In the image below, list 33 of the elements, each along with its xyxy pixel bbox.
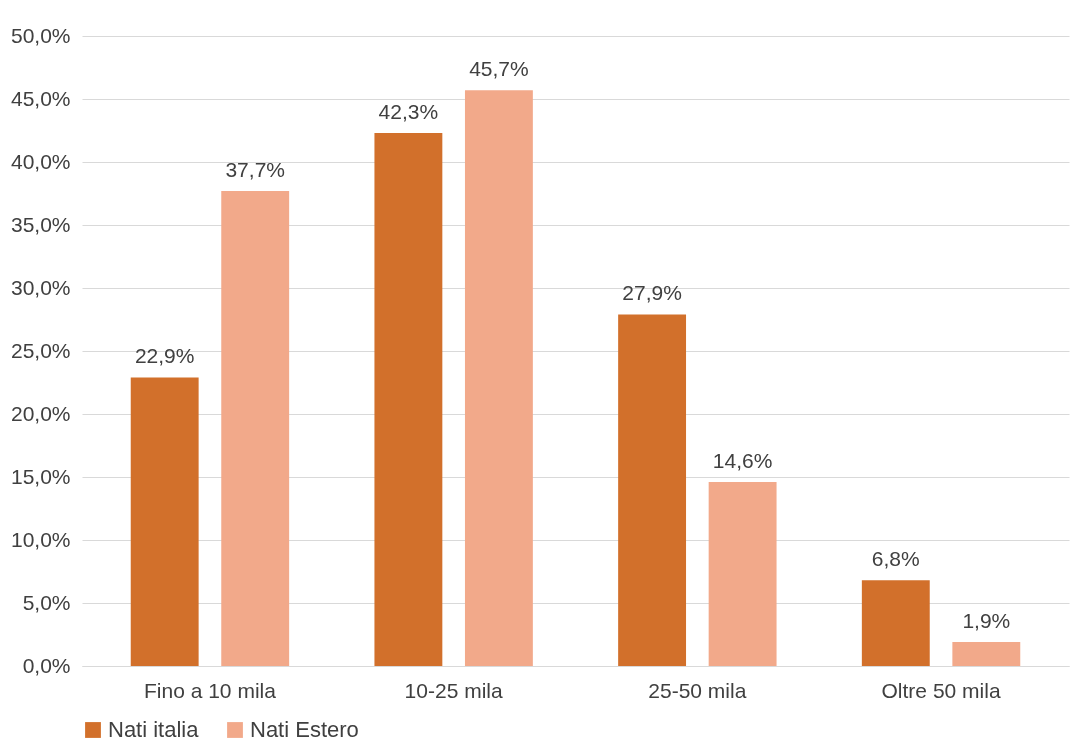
x-tick-label: 25-50 mila xyxy=(648,678,747,702)
data-label: 22,9% xyxy=(134,344,195,368)
bar xyxy=(221,190,290,666)
bar xyxy=(130,377,199,666)
data-label: 45,7% xyxy=(469,57,529,81)
y-tick-label: 20,0% xyxy=(10,401,71,425)
legend-label: Nati italia xyxy=(108,717,200,742)
bar xyxy=(952,642,1021,666)
x-tick-label: Oltre 50 mila xyxy=(881,678,1001,702)
y-tick-label: 30,0% xyxy=(10,275,71,299)
y-tick-label: 10,0% xyxy=(10,527,71,551)
y-tick-label: 40,0% xyxy=(10,149,71,173)
bar xyxy=(464,90,533,666)
y-tick-label: 15,0% xyxy=(10,464,71,488)
x-tick-label: 10-25 mila xyxy=(404,678,503,702)
bar xyxy=(618,314,687,666)
y-tick-label: 0,0% xyxy=(22,653,71,677)
bar xyxy=(861,580,930,666)
y-tick-label: 35,0% xyxy=(10,212,71,236)
y-tick-label: 50,0% xyxy=(10,23,71,47)
y-tick-label: 5,0% xyxy=(22,590,71,614)
data-label: 6,8% xyxy=(871,547,920,571)
data-label: 14,6% xyxy=(712,449,773,473)
legend-label: Nati Estero xyxy=(250,717,359,742)
data-label: 1,9% xyxy=(962,609,1011,633)
x-tick-label: Fino a 10 mila xyxy=(143,678,277,702)
y-tick-label: 45,0% xyxy=(10,86,71,110)
y-tick-label: 25,0% xyxy=(10,338,71,362)
bar xyxy=(708,482,777,666)
bar xyxy=(374,133,443,666)
data-label: 37,7% xyxy=(225,157,285,181)
data-label: 42,3% xyxy=(378,100,439,124)
data-label: 27,9% xyxy=(622,281,682,305)
